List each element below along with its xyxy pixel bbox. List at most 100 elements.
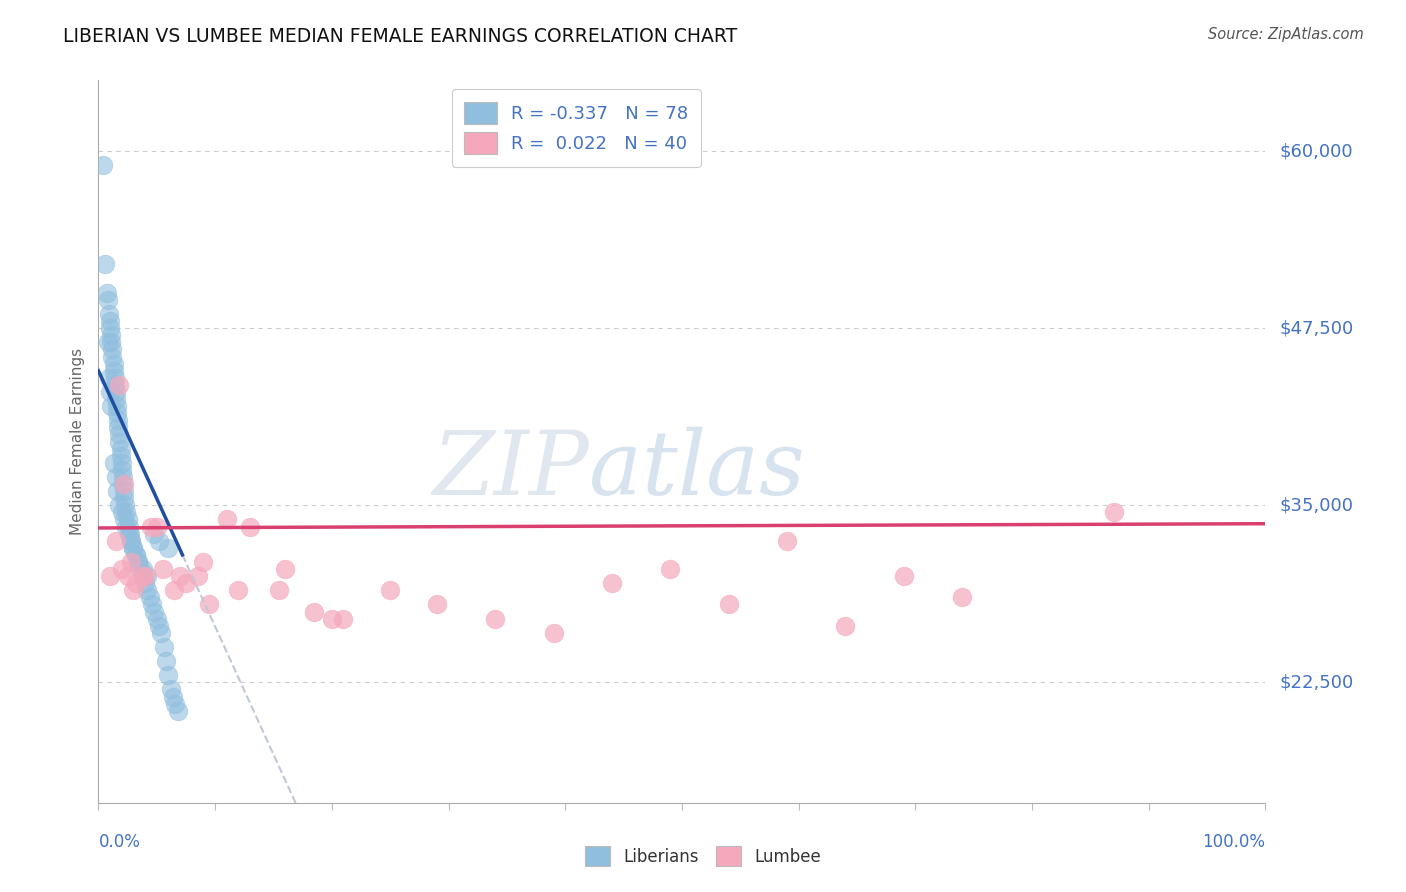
Point xyxy=(98,569,121,583)
Point xyxy=(143,526,166,541)
Point xyxy=(108,427,131,442)
Text: LIBERIAN VS LUMBEE MEDIAN FEMALE EARNINGS CORRELATION CHART: LIBERIAN VS LUMBEE MEDIAN FEMALE EARNING… xyxy=(63,27,738,45)
Point xyxy=(98,314,121,328)
Point xyxy=(118,519,141,533)
Point xyxy=(134,569,156,583)
Point xyxy=(108,434,131,449)
Point xyxy=(215,512,238,526)
Point xyxy=(148,618,170,632)
Point xyxy=(120,533,142,548)
Point xyxy=(118,526,141,541)
Point xyxy=(112,477,135,491)
Point xyxy=(110,449,132,463)
Text: ZIP: ZIP xyxy=(432,427,589,514)
Point xyxy=(166,704,188,718)
Point xyxy=(193,555,215,569)
Point xyxy=(104,392,127,406)
Point xyxy=(111,505,134,519)
Point xyxy=(107,420,129,434)
Point xyxy=(105,399,128,413)
Point xyxy=(162,690,184,704)
Point xyxy=(163,583,186,598)
Point xyxy=(146,612,169,626)
Point xyxy=(111,477,134,491)
Point xyxy=(174,576,197,591)
Point xyxy=(91,158,114,172)
Point xyxy=(1102,505,1125,519)
Point xyxy=(103,357,125,371)
Point xyxy=(146,519,169,533)
Point xyxy=(97,307,120,321)
Point xyxy=(100,399,122,413)
Point xyxy=(127,555,149,569)
Point xyxy=(107,413,129,427)
Point xyxy=(136,569,159,583)
Point xyxy=(141,598,163,612)
Point xyxy=(120,533,142,548)
Point xyxy=(129,562,152,576)
Point xyxy=(150,625,173,640)
Text: $22,500: $22,500 xyxy=(1279,673,1354,691)
Point xyxy=(132,569,155,583)
Point xyxy=(98,384,121,399)
Point xyxy=(115,519,138,533)
Point xyxy=(104,377,127,392)
Point xyxy=(148,533,170,548)
Point xyxy=(122,583,145,598)
Point xyxy=(112,512,135,526)
Point xyxy=(136,583,159,598)
Point xyxy=(304,605,326,619)
Point xyxy=(127,555,149,569)
Point xyxy=(321,612,343,626)
Text: $35,000: $35,000 xyxy=(1279,496,1354,515)
Point xyxy=(159,682,181,697)
Text: $47,500: $47,500 xyxy=(1279,319,1354,337)
Point xyxy=(100,335,122,350)
Point xyxy=(152,640,174,654)
Text: atlas: atlas xyxy=(589,427,804,514)
Point xyxy=(101,350,124,364)
Point xyxy=(484,612,506,626)
Point xyxy=(105,484,128,499)
Point xyxy=(111,562,134,576)
Point xyxy=(120,555,142,569)
Point xyxy=(132,569,155,583)
Point xyxy=(125,576,148,591)
Point xyxy=(112,491,135,506)
Point xyxy=(152,562,174,576)
Point xyxy=(97,371,120,385)
Point xyxy=(125,548,148,562)
Point xyxy=(112,484,135,499)
Point xyxy=(380,583,402,598)
Point xyxy=(132,562,155,576)
Point xyxy=(118,526,141,541)
Point xyxy=(108,377,131,392)
Point xyxy=(143,605,166,619)
Point xyxy=(165,697,187,711)
Point xyxy=(228,583,250,598)
Point xyxy=(96,285,118,300)
Point xyxy=(101,343,124,357)
Point xyxy=(426,598,449,612)
Point xyxy=(157,668,180,682)
Point xyxy=(187,569,209,583)
Point xyxy=(111,463,134,477)
Point xyxy=(543,625,565,640)
Point xyxy=(114,498,136,512)
Point xyxy=(104,384,127,399)
Point xyxy=(600,576,623,591)
Point xyxy=(117,512,139,526)
Point xyxy=(122,541,145,555)
Point xyxy=(100,328,122,343)
Legend: Liberians, Lumbee: Liberians, Lumbee xyxy=(578,839,828,873)
Point xyxy=(104,371,127,385)
Point xyxy=(97,335,120,350)
Point xyxy=(139,591,162,605)
Text: 0.0%: 0.0% xyxy=(98,833,141,851)
Legend: R = -0.337   N = 78, R =  0.022   N = 40: R = -0.337 N = 78, R = 0.022 N = 40 xyxy=(451,89,702,167)
Point xyxy=(122,541,145,555)
Point xyxy=(94,257,117,271)
Text: $60,000: $60,000 xyxy=(1279,142,1353,161)
Point xyxy=(950,591,973,605)
Point xyxy=(104,470,127,484)
